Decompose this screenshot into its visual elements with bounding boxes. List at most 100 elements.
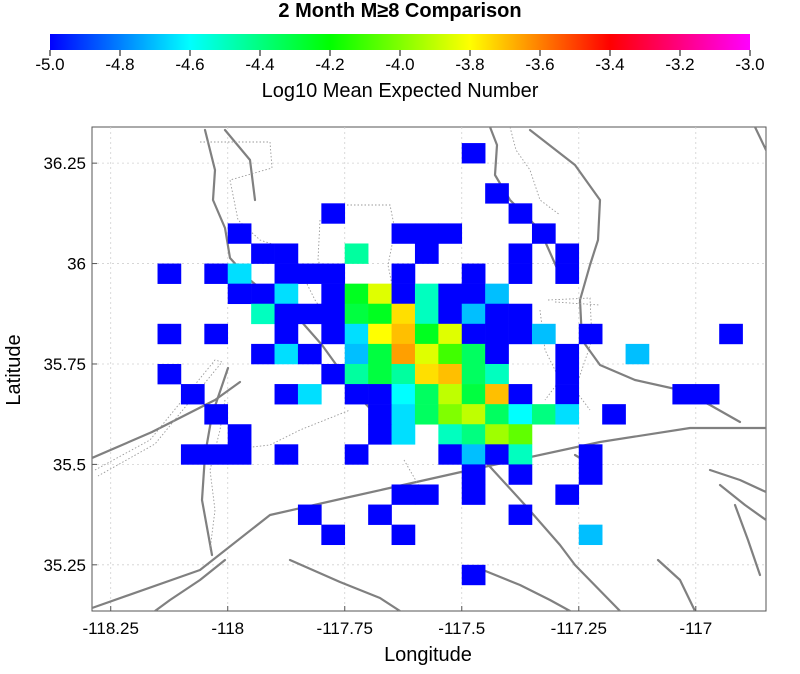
plot-area: -118.25 -118 -117.75 -117.5 -117.25 -117 36.2…	[43, 126, 767, 638]
heatmap-cell	[414, 363, 439, 385]
colorbar-label: Log10 Mean Expected Number	[262, 80, 539, 102]
heatmap-cell	[485, 343, 509, 365]
heatmap-cell	[344, 363, 369, 385]
heatmap-cell	[227, 283, 252, 305]
heatmap-cell	[438, 404, 463, 425]
heatmap-cell	[438, 343, 463, 365]
heatmap-cell	[508, 243, 533, 264]
heatmap-cell	[414, 303, 439, 325]
heatmap-cell	[578, 464, 603, 485]
heatmap-cell	[297, 384, 322, 405]
heatmap-cell	[508, 323, 533, 345]
heatmap-cell	[508, 504, 533, 525]
heatmap-cell	[391, 303, 416, 325]
heatmap-cell	[297, 504, 322, 525]
x-tick-label: -117.25	[551, 619, 607, 638]
heatmap-cell	[321, 363, 346, 385]
heatmap-cell	[508, 203, 533, 224]
colorbar: -5.0 -4.8 -4.6 -4.4 -4.2 -4.0 -3.8 -3.6 -3.4 -3.2…	[35, 34, 765, 102]
colorbar-tick-label: -3.4	[595, 55, 624, 74]
heatmap-cell	[391, 384, 416, 405]
heatmap-cell	[274, 444, 299, 465]
heatmap-cell	[414, 283, 439, 305]
x-axis-label: Longitude	[384, 644, 472, 666]
heatmap-cell	[391, 424, 416, 445]
heatmap-cell	[391, 343, 416, 365]
heatmap-cell	[368, 504, 392, 525]
heatmap-cell	[461, 263, 486, 284]
heatmap-cell	[555, 243, 580, 264]
heatmap-cell	[391, 484, 416, 505]
y-tick-label: 35.75	[43, 355, 86, 374]
heatmap-cell	[414, 243, 439, 264]
heatmap-cell	[297, 303, 322, 325]
boundary-line	[224, 409, 351, 451]
heatmap-cell	[485, 323, 509, 345]
heatmap-cell	[485, 444, 509, 465]
heatmap-cell	[578, 524, 603, 546]
heatmap-cell	[391, 323, 416, 345]
colorbar-tick-label: -4.0	[385, 55, 414, 74]
heatmap-cell	[321, 203, 346, 224]
heatmap-cell	[508, 303, 533, 325]
heatmap-cell	[391, 223, 416, 244]
heatmap-cell	[438, 323, 463, 345]
colorbar-tick-label: -4.6	[175, 55, 204, 74]
y-tick-label: 36.25	[43, 154, 86, 173]
heatmap-cell	[695, 384, 720, 405]
heatmap-cell	[180, 384, 205, 405]
heatmap-cell	[508, 464, 533, 485]
heatmap-cell	[672, 384, 697, 405]
y-tick-label: 36	[67, 255, 86, 274]
heatmap-cell	[555, 384, 580, 405]
heatmap-cell	[344, 343, 369, 365]
heatmap-cell	[508, 384, 533, 405]
fault-line	[480, 456, 622, 611]
boundary-line	[94, 359, 223, 477]
heatmap-cell	[719, 323, 743, 345]
heatmap-cell	[321, 263, 346, 284]
heatmap-cell	[485, 303, 509, 325]
heatmap-cell	[485, 424, 509, 445]
heatmap-cell	[508, 424, 533, 445]
heatmap-cell	[485, 363, 509, 385]
x-axis-ticks: -118.25 -118 -117.75 -117.5 -117.25 -117	[83, 606, 712, 638]
heatmap-cell	[204, 323, 229, 345]
heatmap-cell	[391, 283, 416, 305]
heatmap-cell	[368, 384, 392, 405]
heatmap-cell	[625, 343, 650, 365]
colorbar-tick-label: -3.8	[455, 55, 484, 74]
heatmap-cell	[461, 343, 486, 365]
heatmap-cell	[414, 323, 439, 345]
colorbar-tick-label: -4.2	[315, 55, 344, 74]
heatmap-cell	[438, 223, 463, 244]
heatmap-cell	[508, 444, 533, 465]
heatmap-cell	[227, 223, 252, 244]
colorbar-gradient	[50, 34, 750, 50]
fault-line	[656, 558, 697, 611]
colorbar-tick-label: -3.6	[525, 55, 554, 74]
heatmap-cell	[578, 323, 603, 345]
heatmap-cell	[251, 283, 275, 305]
heatmap-cell	[461, 363, 486, 385]
heatmap-cell	[555, 343, 580, 365]
fault-line	[481, 568, 572, 611]
heatmap-cell	[368, 283, 392, 305]
heatmap-cell	[438, 303, 463, 325]
x-tick-label: -117	[679, 619, 712, 638]
y-axis-label: Latitude	[3, 334, 25, 405]
heatmap-cell	[438, 444, 463, 465]
heatmap-cell	[461, 424, 486, 445]
heatmap-cell	[461, 564, 486, 586]
heatmap-cell	[461, 484, 486, 505]
colorbar-tick-label: -5.0	[35, 55, 64, 74]
heatmap-cell	[508, 404, 533, 425]
heatmap-cell	[485, 404, 509, 425]
heatmap-cell	[157, 323, 182, 345]
heatmap-cell	[438, 424, 463, 445]
heatmap-cell	[251, 343, 275, 365]
heatmap-cell	[368, 323, 392, 345]
fault-line	[753, 127, 766, 152]
heatmap-cell	[531, 223, 556, 244]
